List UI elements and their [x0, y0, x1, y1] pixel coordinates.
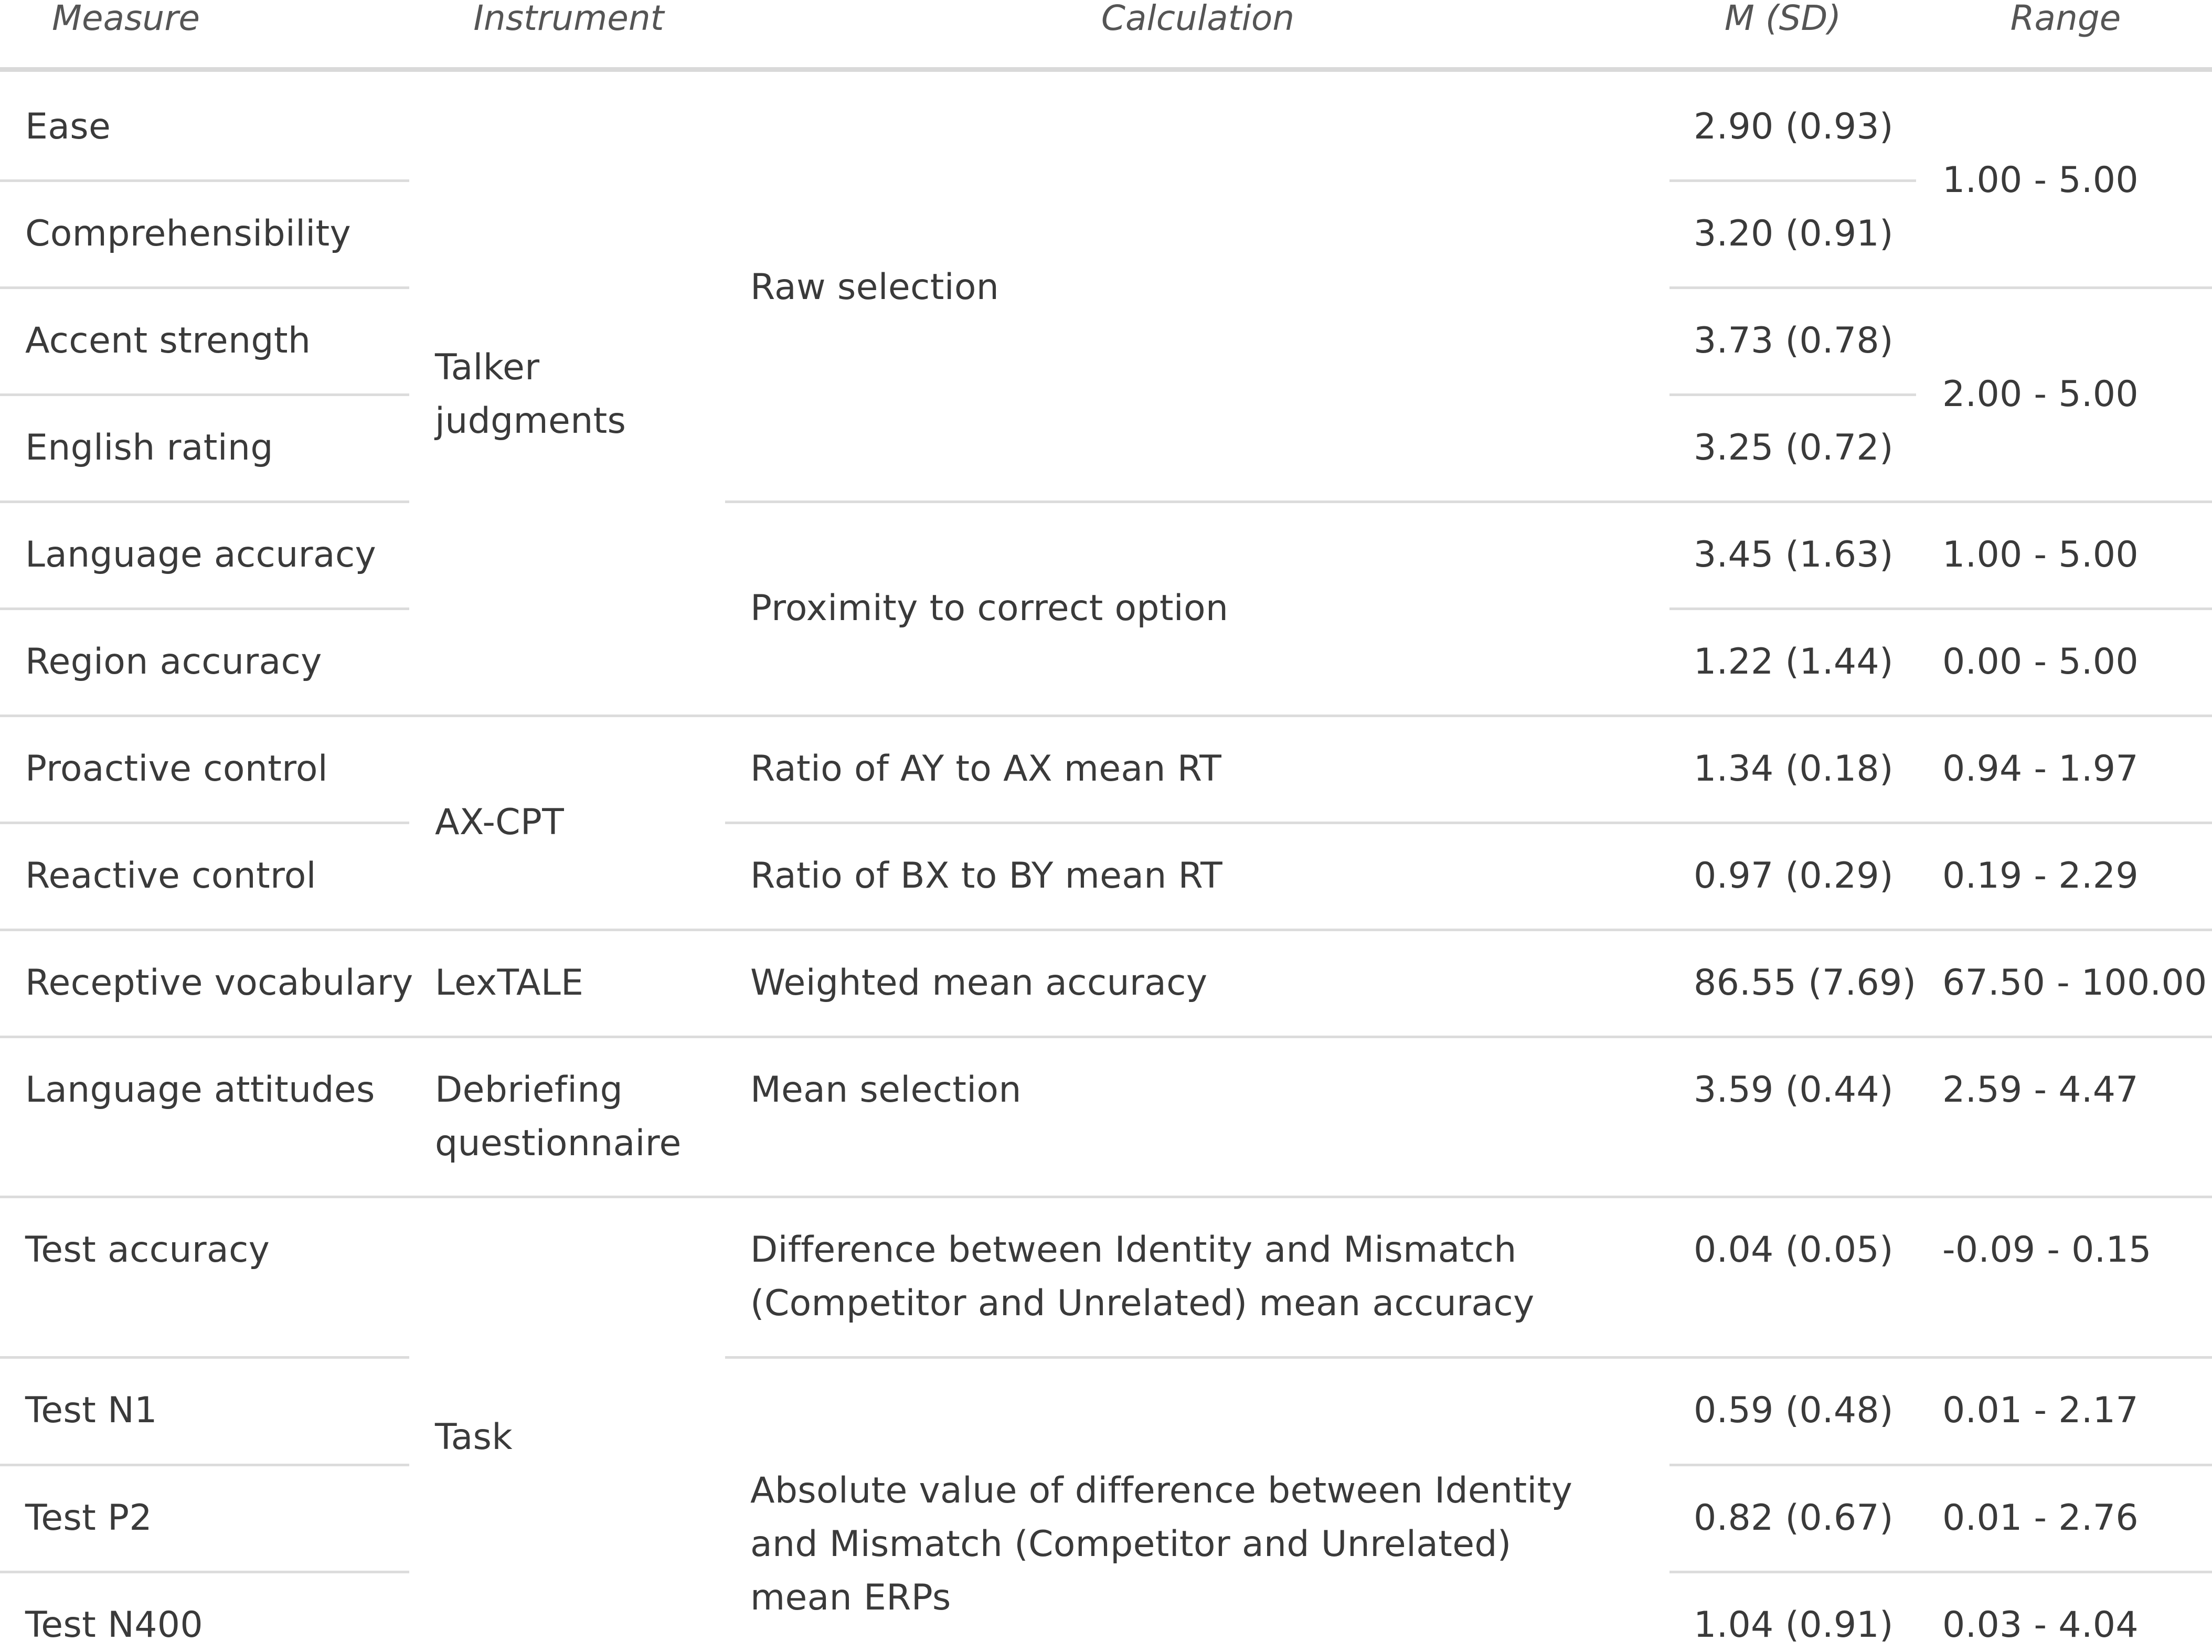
measure-cell: Test N400 — [25, 1604, 203, 1646]
header-range: Range — [2010, 0, 2121, 38]
calculation-cell: Ratio of BX to BY mean RT — [750, 855, 1222, 897]
msd-cell: 1.34 (0.18) — [1694, 748, 1894, 790]
row-rule — [725, 1356, 2212, 1359]
row-rule — [1669, 393, 1916, 396]
calculation-cell: Absolute value of difference between Ide… — [750, 1470, 1573, 1618]
msd-cell: 3.59 (0.44) — [1694, 1069, 1894, 1111]
measure-cell: Ease — [25, 106, 111, 147]
msd-cell: 3.73 (0.78) — [1694, 320, 1894, 361]
calculation-cell: Ratio of AY to AX mean RT — [750, 748, 1222, 790]
range-cell: 0.01 - 2.17 — [1942, 1390, 2139, 1431]
header-msd: M (SD) — [1724, 0, 1842, 38]
measure-cell: Test P2 — [25, 1497, 152, 1539]
range-cell: 0.00 - 5.00 — [1942, 641, 2139, 683]
calculation-cell: Mean selection — [750, 1069, 1022, 1111]
range-cell: 0.01 - 2.76 — [1942, 1497, 2139, 1539]
measure-cell: English rating — [25, 427, 273, 468]
row-rule — [0, 1464, 409, 1466]
row-rule — [1669, 286, 2212, 289]
range-cell: 67.50 - 100.00 — [1942, 962, 2207, 1004]
row-rule — [0, 822, 409, 824]
row-rule — [0, 179, 409, 182]
row-rule — [1669, 607, 2212, 610]
row-rule — [0, 1196, 2212, 1198]
row-rule — [0, 1356, 409, 1359]
instrument-cell: Talker judgments — [435, 347, 626, 442]
calculation-cell: Weighted mean accuracy — [750, 962, 1208, 1004]
msd-cell: 3.45 (1.63) — [1694, 534, 1894, 575]
range-cell: 0.19 - 2.29 — [1942, 855, 2139, 897]
msd-cell: 2.90 (0.93) — [1694, 106, 1894, 147]
row-rule — [0, 1036, 2212, 1038]
range-cell: 1.00 - 5.00 — [1942, 534, 2139, 575]
header-rule — [0, 67, 2212, 72]
row-rule — [1669, 1571, 2212, 1573]
header-measure: Measure — [52, 0, 200, 38]
measure-cell: Comprehensibility — [25, 213, 351, 254]
instrument-cell: Task — [435, 1416, 513, 1458]
calculation-cell: Raw selection — [750, 267, 999, 308]
measure-cell: Reactive control — [25, 855, 316, 897]
range-cell: 2.59 - 4.47 — [1942, 1069, 2139, 1111]
measure-cell: Region accuracy — [25, 641, 322, 683]
msd-cell: 1.22 (1.44) — [1694, 641, 1894, 683]
row-rule — [0, 715, 2212, 717]
range-cell: -0.09 - 0.15 — [1942, 1229, 2152, 1271]
msd-cell: 3.20 (0.91) — [1694, 213, 1894, 254]
measure-cell: Receptive vocabulary — [25, 962, 413, 1004]
msd-cell: 86.55 (7.69) — [1694, 962, 1917, 1004]
row-rule — [0, 500, 409, 503]
msd-cell: 0.82 (0.67) — [1694, 1497, 1894, 1539]
measure-cell: Language attitudes — [25, 1069, 375, 1111]
range-cell: 0.94 - 1.97 — [1942, 748, 2139, 790]
header-calculation: Calculation — [1101, 0, 1295, 38]
calculation-cell: Difference between Identity and Mismatch… — [750, 1229, 1535, 1324]
row-rule — [0, 929, 2212, 931]
row-rule — [0, 286, 409, 289]
measure-cell: Proactive control — [25, 748, 328, 790]
header-instrument: Instrument — [473, 0, 664, 38]
instrument-cell: AX-CPT — [435, 802, 565, 843]
measure-cell: Test N1 — [25, 1390, 157, 1431]
row-rule — [0, 1571, 409, 1573]
msd-cell: 0.04 (0.05) — [1694, 1229, 1894, 1271]
row-rule — [725, 500, 2212, 503]
instrument-cell: LexTALE — [435, 962, 584, 1004]
measure-cell: Accent strength — [25, 320, 311, 361]
calculation-cell: Proximity to correct option — [750, 588, 1229, 629]
msd-cell: 1.04 (0.91) — [1694, 1604, 1894, 1646]
row-rule — [1669, 1464, 2212, 1466]
msd-cell: 3.25 (0.72) — [1694, 427, 1894, 468]
msd-cell: 0.59 (0.48) — [1694, 1390, 1894, 1431]
measure-cell: Test accuracy — [25, 1229, 270, 1271]
row-rule — [1669, 179, 1916, 182]
measure-cell: Language accuracy — [25, 534, 377, 575]
row-rule — [725, 822, 2212, 824]
instrument-cell: Debriefing questionnaire — [435, 1069, 682, 1164]
row-rule — [0, 607, 409, 610]
msd-cell: 0.97 (0.29) — [1694, 855, 1894, 897]
range-cell: 0.03 - 4.04 — [1942, 1604, 2139, 1646]
row-rule — [0, 393, 409, 396]
range-cell: 2.00 - 5.00 — [1942, 374, 2139, 415]
range-cell: 1.00 - 5.00 — [1942, 159, 2139, 201]
